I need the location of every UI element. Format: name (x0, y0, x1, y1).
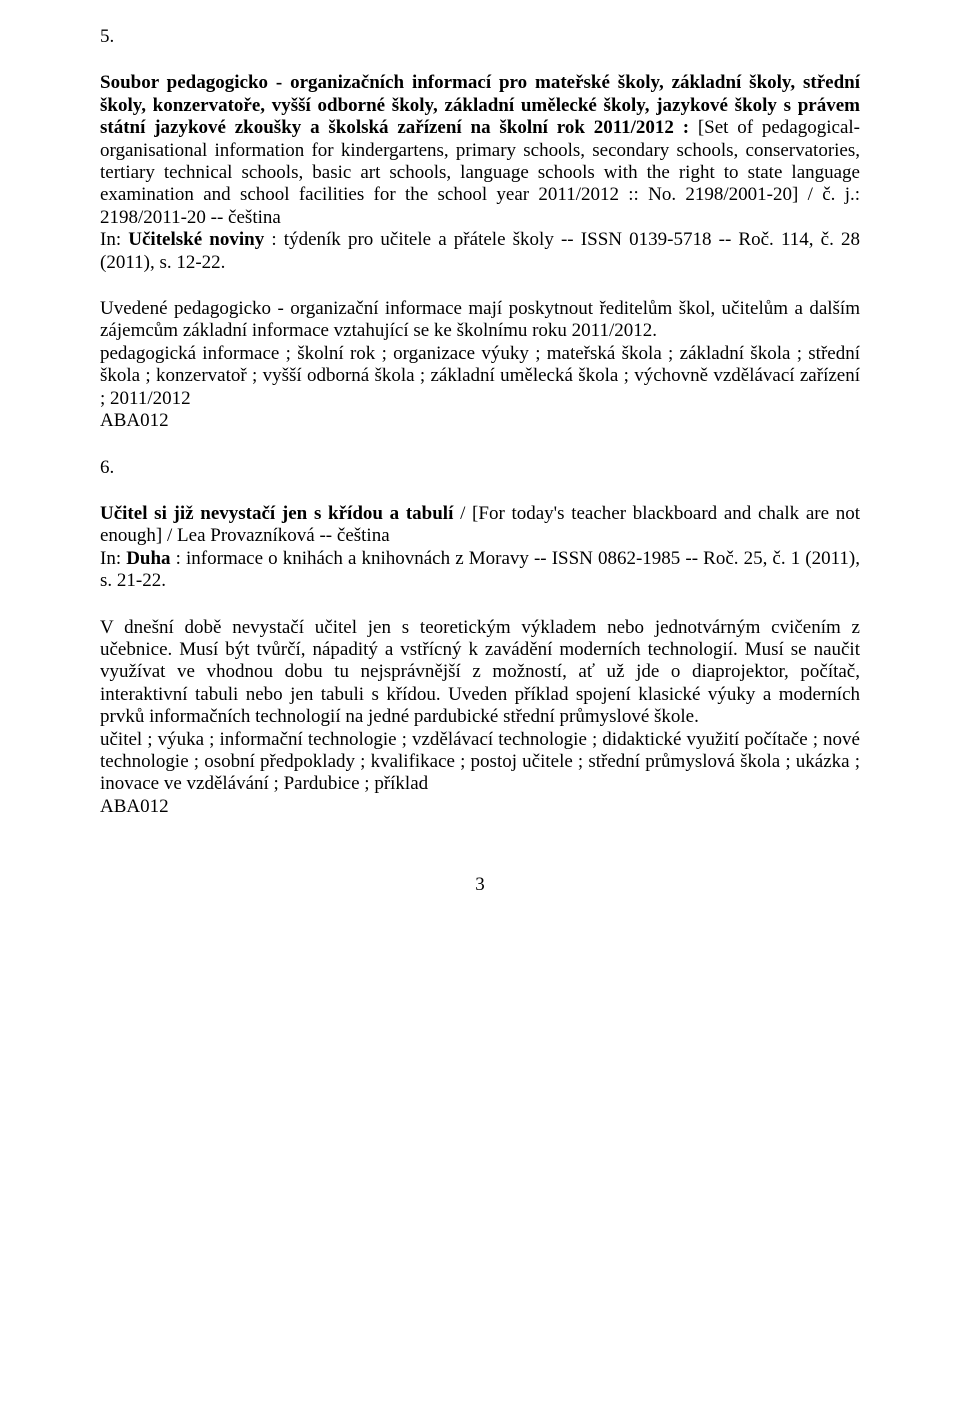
in-rest: : informace o knihách a knihovnách z Mor… (100, 548, 860, 591)
in-prefix: In: (100, 548, 126, 569)
entry-sigla: ABA012 (100, 796, 169, 817)
entry-heading: Učitel si již nevystačí jen s křídou a t… (100, 503, 860, 593)
entry-number: 6. (100, 457, 860, 479)
in-source: Duha (126, 548, 170, 569)
in-source: Učitelské noviny (128, 229, 264, 250)
entry-body: Uvedené pedagogicko - organizační inform… (100, 298, 860, 432)
entry-number: 5. (100, 26, 860, 48)
entry-keywords: pedagogická informace ; školní rok ; org… (100, 343, 860, 409)
entry-title-bold: Učitel si již nevystačí jen s křídou a t… (100, 503, 453, 524)
entry-keywords: učitel ; výuka ; informační technologie … (100, 729, 860, 795)
entry-sigla: ABA012 (100, 410, 169, 431)
page-number: 3 (100, 874, 860, 896)
in-prefix: In: (100, 229, 128, 250)
entry-body: V dnešní době nevystačí učitel jen s teo… (100, 617, 860, 819)
entry-heading: Soubor pedagogicko - organizačních infor… (100, 72, 860, 274)
entry-summary: Uvedené pedagogicko - organizační inform… (100, 298, 860, 341)
entry-summary: V dnešní době nevystačí učitel jen s teo… (100, 617, 860, 728)
